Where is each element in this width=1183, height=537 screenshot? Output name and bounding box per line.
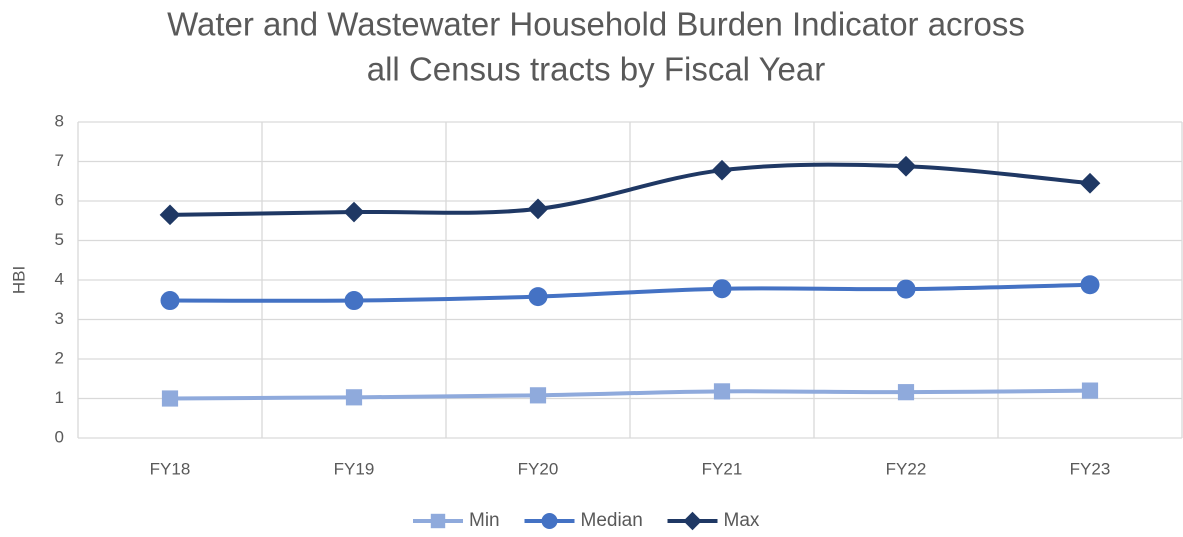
y-tick-label: 2	[55, 348, 64, 367]
data-point	[711, 159, 733, 181]
x-tick-label: FY23	[1070, 459, 1111, 478]
x-tick-label: FY22	[886, 459, 927, 478]
y-axis-label: HBI	[9, 266, 28, 294]
data-point	[344, 291, 364, 311]
y-tick-label: 1	[55, 388, 64, 407]
data-point	[712, 279, 732, 299]
data-point	[1081, 382, 1099, 399]
legend-label: Max	[724, 510, 760, 531]
x-tick-label: FY20	[518, 459, 559, 478]
y-tick-label: 6	[55, 190, 64, 209]
data-point	[529, 387, 547, 404]
chart-title: Water and Wastewater Household Burden In…	[167, 6, 1025, 43]
legend-marker	[541, 513, 558, 529]
legend-marker	[430, 513, 446, 529]
legend-marker	[683, 511, 702, 531]
data-point	[527, 198, 549, 220]
y-tick-label: 7	[55, 151, 64, 170]
data-point	[159, 204, 181, 226]
data-point	[343, 201, 365, 223]
series-line	[169, 282, 1091, 303]
data-point	[160, 291, 180, 311]
y-tick-label: 0	[55, 427, 64, 446]
data-point	[713, 383, 731, 400]
x-tick-label: FY21	[702, 459, 743, 478]
series-line	[169, 388, 1091, 401]
x-tick-label: FY18	[150, 459, 191, 478]
y-tick-label: 3	[55, 309, 64, 328]
chart-title: all Census tracts by Fiscal Year	[367, 51, 826, 88]
data-point	[1079, 172, 1101, 194]
data-point	[345, 389, 363, 406]
data-point	[1080, 275, 1100, 295]
y-tick-label: 8	[55, 111, 64, 130]
data-point	[528, 287, 548, 307]
data-point	[895, 155, 917, 177]
legend-label: Min	[469, 510, 500, 531]
data-point	[161, 390, 179, 407]
data-point	[896, 279, 916, 299]
x-tick-label: FY19	[334, 459, 375, 478]
series-line	[169, 162, 1091, 217]
legend-label: Median	[581, 510, 643, 531]
data-point	[897, 384, 915, 401]
y-tick-label: 5	[55, 230, 64, 249]
y-tick-label: 4	[55, 269, 64, 288]
